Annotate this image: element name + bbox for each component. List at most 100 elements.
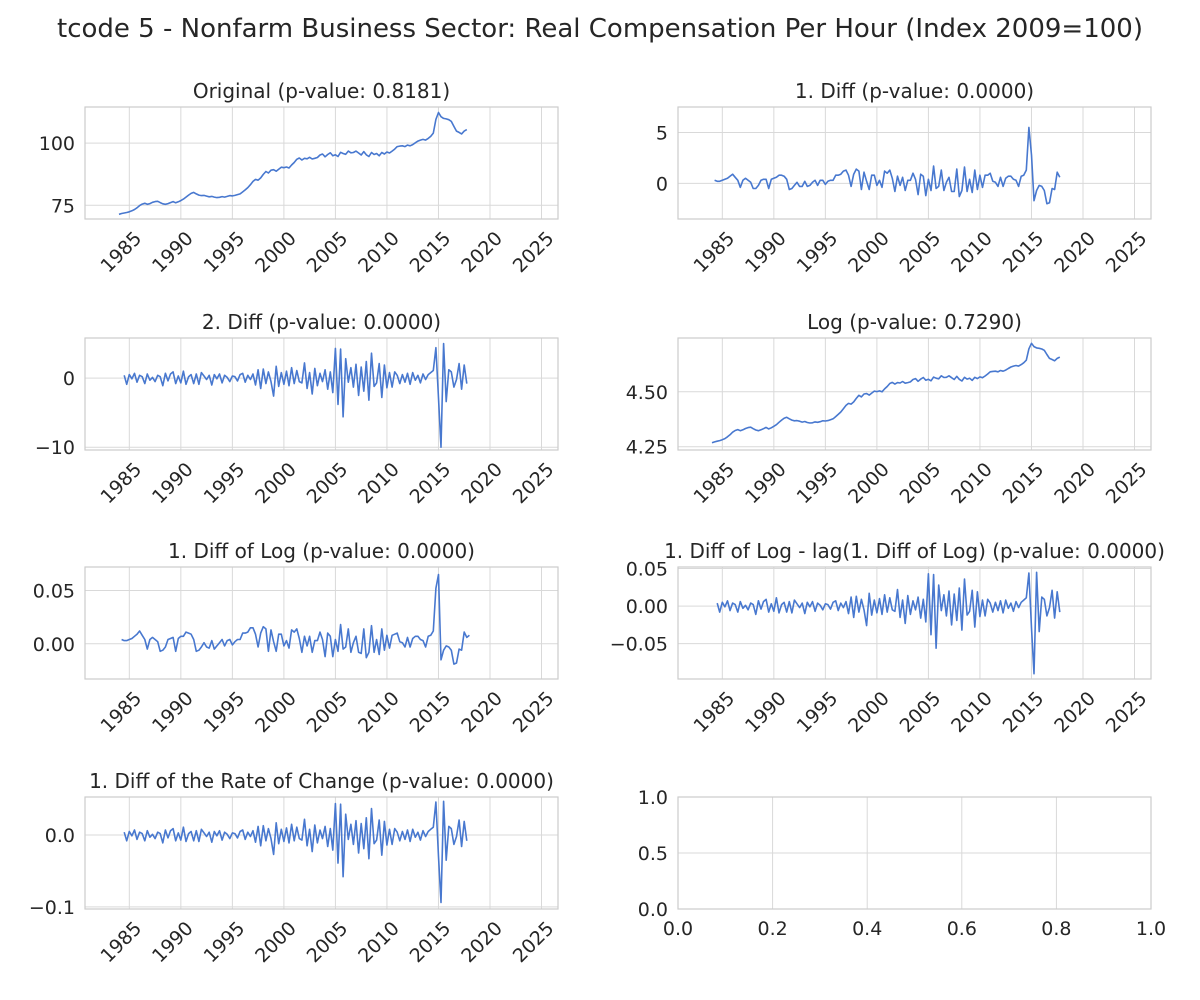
- x-tick-label: 2020: [457, 687, 507, 737]
- x-tick-label: 2010: [354, 458, 404, 508]
- x-tick-label: 2025: [1102, 227, 1152, 277]
- x-tick-label: 1990: [148, 687, 198, 737]
- x-tick-label: 2020: [457, 458, 507, 508]
- x-tick-label: 2010: [947, 687, 997, 737]
- subplot-title: 1. Diff of Log - lag(1. Diff of Log) (p-…: [664, 539, 1165, 563]
- x-tick-label: 0.2: [757, 918, 787, 940]
- x-tick-label: 2020: [1050, 227, 1100, 277]
- x-tick-label: 2010: [947, 227, 997, 277]
- axes-frame: [677, 106, 1152, 220]
- x-tick-label: 1995: [200, 458, 250, 508]
- x-tick-label: 0.6: [947, 918, 977, 940]
- x-tick-label: 1985: [97, 458, 147, 508]
- y-tick-label: 0.00: [33, 634, 75, 656]
- x-tick-label: 1995: [793, 458, 843, 508]
- x-tick-label: 2010: [947, 458, 997, 508]
- x-tick-label: 2000: [251, 687, 301, 737]
- x-tick-label: 1995: [200, 227, 250, 277]
- x-tick-label: 1985: [690, 687, 740, 737]
- subplot-6: 1985 1990 1995 2000 2005 2010 2015 2020 2025 −0.0…: [610, 539, 1165, 737]
- y-tick-label: 5: [656, 122, 668, 144]
- y-tick-label: −0.05: [610, 634, 668, 656]
- subplot-title: 2. Diff (p-value: 0.0000): [202, 310, 441, 334]
- x-tick-label: 1985: [690, 458, 740, 508]
- x-tick-label: 2015: [999, 458, 1049, 508]
- x-tick-label: 2025: [509, 687, 559, 737]
- x-tick-label: 0.4: [852, 918, 882, 940]
- series-line: [118, 111, 468, 216]
- axes-frame: [677, 337, 1152, 451]
- x-tick-label: 2015: [999, 227, 1049, 277]
- y-tick-label: 1.0: [638, 787, 668, 809]
- axes-frame: [84, 566, 559, 680]
- y-tick-label: 0: [63, 368, 75, 390]
- x-tick-label: 2000: [251, 227, 301, 277]
- x-tick-label: 2025: [509, 227, 559, 277]
- x-tick-label: 2000: [251, 917, 301, 967]
- axes-frame: [677, 566, 1152, 680]
- x-tick-label: 2015: [999, 687, 1049, 737]
- x-tick-label: 1995: [200, 687, 250, 737]
- y-tick-label: 0: [656, 173, 668, 195]
- x-tick-label: 2000: [844, 687, 894, 737]
- axes-frame: [84, 106, 559, 220]
- series-line: [714, 126, 1061, 205]
- x-tick-label: 2015: [406, 458, 456, 508]
- axes-frame: [84, 796, 559, 910]
- x-tick-label: 2005: [303, 917, 353, 967]
- subplot-title: 1. Diff of the Rate of Change (p-value: …: [89, 769, 554, 793]
- subplot-8: 0.0 0.2 0.4 0.6 0.8 1.0 0.0 0.5 1.0: [638, 787, 1166, 940]
- axes-frame: [84, 337, 559, 451]
- x-tick-label: 2015: [406, 917, 456, 967]
- subplot-3: 1985 1990 1995 2000 2005 2010 2015 2020 2025 −10 0…: [35, 310, 559, 508]
- x-tick-label: 2005: [303, 458, 353, 508]
- y-tick-label: 4.25: [626, 437, 668, 459]
- x-tick-label: 2005: [896, 687, 946, 737]
- y-tick-label: 75: [51, 195, 75, 217]
- subplot-4: 1985 1990 1995 2000 2005 2010 2015 2020 2025 4.25…: [626, 310, 1152, 508]
- x-tick-label: 0.0: [663, 918, 693, 940]
- y-tick-label: 0.0: [45, 825, 75, 847]
- x-tick-label: 1990: [148, 917, 198, 967]
- x-tick-label: 0.8: [1041, 918, 1071, 940]
- x-tick-label: 2020: [1050, 458, 1100, 508]
- series-line: [121, 573, 470, 665]
- subplot-title: 1. Diff (p-value: 0.0000): [795, 79, 1034, 103]
- y-tick-label: 0.0: [638, 899, 668, 921]
- x-tick-label: 2010: [354, 917, 404, 967]
- y-tick-label: 0.00: [626, 596, 668, 618]
- x-tick-label: 1990: [741, 227, 791, 277]
- x-tick-label: 1985: [97, 917, 147, 967]
- subplot-title: Log (p-value: 0.7290): [807, 310, 1022, 334]
- series-line: [716, 571, 1061, 675]
- x-tick-label: 2020: [457, 227, 507, 277]
- x-tick-label: 1985: [690, 227, 740, 277]
- figure-title: tcode 5 - Nonfarm Business Sector: Real …: [57, 14, 1143, 44]
- x-tick-label: 2010: [354, 227, 404, 277]
- x-tick-label: 2025: [509, 458, 559, 508]
- x-tick-label: 2020: [1050, 687, 1100, 737]
- y-tick-label: 100: [39, 133, 75, 155]
- x-tick-label: 2005: [896, 458, 946, 508]
- x-tick-label: 2020: [457, 917, 507, 967]
- x-tick-label: 2025: [1102, 687, 1152, 737]
- subplot-7: 1985 1990 1995 2000 2005 2010 2015 2020 2025 −0.1…: [29, 769, 559, 967]
- x-tick-label: 2005: [896, 227, 946, 277]
- x-tick-label: 1995: [200, 917, 250, 967]
- x-tick-label: 2025: [509, 917, 559, 967]
- x-tick-label: 2000: [251, 458, 301, 508]
- series-line: [123, 342, 468, 449]
- x-tick-label: 2025: [1102, 458, 1152, 508]
- x-tick-label: 2000: [844, 227, 894, 277]
- x-tick-label: 2000: [844, 458, 894, 508]
- x-tick-label: 1995: [793, 687, 843, 737]
- y-tick-label: 4.50: [626, 382, 668, 404]
- y-tick-label: −0.1: [29, 897, 75, 919]
- subplot-5: 1985 1990 1995 2000 2005 2010 2015 2020 2025 0.00…: [33, 539, 559, 737]
- x-tick-label: 2015: [406, 687, 456, 737]
- x-tick-label: 1990: [741, 687, 791, 737]
- y-tick-label: 0.05: [626, 559, 668, 581]
- y-tick-label: −10: [35, 437, 75, 459]
- subplot-1: 1985 1990 1995 2000 2005 2010 2015 2020 2025 75 10…: [39, 79, 559, 277]
- x-tick-label: 1990: [148, 227, 198, 277]
